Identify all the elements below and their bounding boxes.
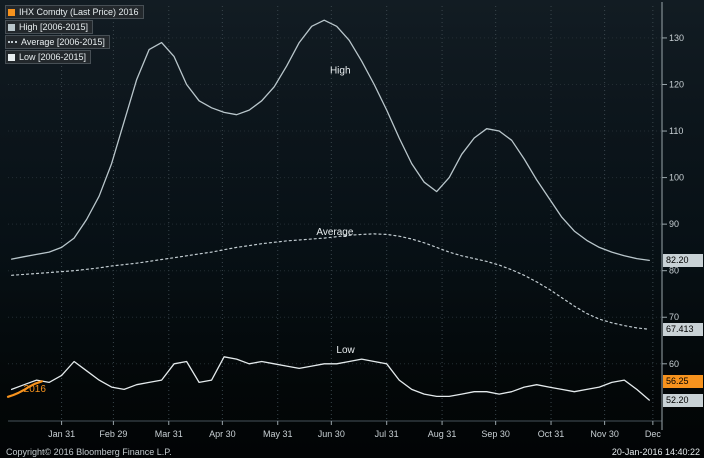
x-axis-tick-label: Oct 31 xyxy=(538,429,565,439)
legend-item-high[interactable]: High [2006-2015] xyxy=(5,20,94,34)
legend-item-low[interactable]: Low [2006-2015] xyxy=(5,50,92,64)
series-label-2016: 2016 xyxy=(24,384,47,395)
legend-swatch-average-icon xyxy=(8,41,17,43)
y-axis-tick-label: 130 xyxy=(669,33,684,43)
x-axis-tick-label: May 31 xyxy=(263,429,293,439)
legend-label-average: Average [2006-2015] xyxy=(21,37,105,47)
last-value-badge-low: 52.20 xyxy=(663,393,703,407)
y-axis-tick-label: 80 xyxy=(669,266,679,276)
footer-bar: Copyright© 2016 Bloomberg Finance L.P. 2… xyxy=(6,447,700,457)
legend-item-average[interactable]: Average [2006-2015] xyxy=(5,35,110,49)
x-axis-tick-label: Apr 30 xyxy=(209,429,236,439)
y-axis-tick-label: 120 xyxy=(669,79,684,89)
x-axis-tick-label: Aug 31 xyxy=(428,429,457,439)
x-axis-tick-label: Sep 30 xyxy=(481,429,510,439)
legend-swatch-low-icon xyxy=(8,54,15,61)
series-label-low: Low xyxy=(336,345,355,356)
series-line-average xyxy=(11,233,650,330)
x-axis-tick-label: Feb 29 xyxy=(99,429,127,439)
legend-label-low: Low [2006-2015] xyxy=(19,52,87,62)
y-axis-tick-label: 60 xyxy=(669,359,679,369)
legend-label-last-price: IHX Comdty (Last Price) 2016 xyxy=(19,7,139,17)
x-axis-tick-label: Dec xyxy=(645,429,662,439)
x-axis-tick-label: Jun 30 xyxy=(318,429,345,439)
legend-label-high: High [2006-2015] xyxy=(19,22,89,32)
chart-legend: IHX Comdty (Last Price) 2016 High [2006-… xyxy=(5,5,144,65)
x-axis-tick-label: Jul 31 xyxy=(375,429,399,439)
last-value-badge-2016: 56.25 xyxy=(663,374,703,388)
legend-swatch-high-icon xyxy=(8,24,15,31)
series-line-price-2016 xyxy=(6,380,44,398)
y-axis-tick-label: 70 xyxy=(669,312,679,322)
y-axis-tick-label: 100 xyxy=(669,173,684,183)
series-label-high: High xyxy=(330,66,351,77)
x-axis-tick-label: Mar 31 xyxy=(155,429,183,439)
y-axis-tick-label: 90 xyxy=(669,219,679,229)
series-line-high xyxy=(10,19,650,262)
y-axis-tick-label: 110 xyxy=(669,126,683,136)
legend-swatch-last-price-icon xyxy=(8,9,15,16)
copyright-text: Copyright© 2016 Bloomberg Finance L.P. xyxy=(6,447,172,457)
x-axis-tick-label: Jan 31 xyxy=(48,429,75,439)
series-label-average: Average xyxy=(316,227,354,238)
x-axis-tick-label: Nov 30 xyxy=(590,429,619,439)
series-line-low xyxy=(10,356,650,401)
last-value-badge-high: 82.20 xyxy=(663,253,703,267)
last-value-badge-average: 67.413 xyxy=(663,322,703,336)
legend-item-last-price[interactable]: IHX Comdty (Last Price) 2016 xyxy=(5,5,144,19)
timestamp-text: 20-Jan-2016 14:40:22 xyxy=(611,447,700,457)
